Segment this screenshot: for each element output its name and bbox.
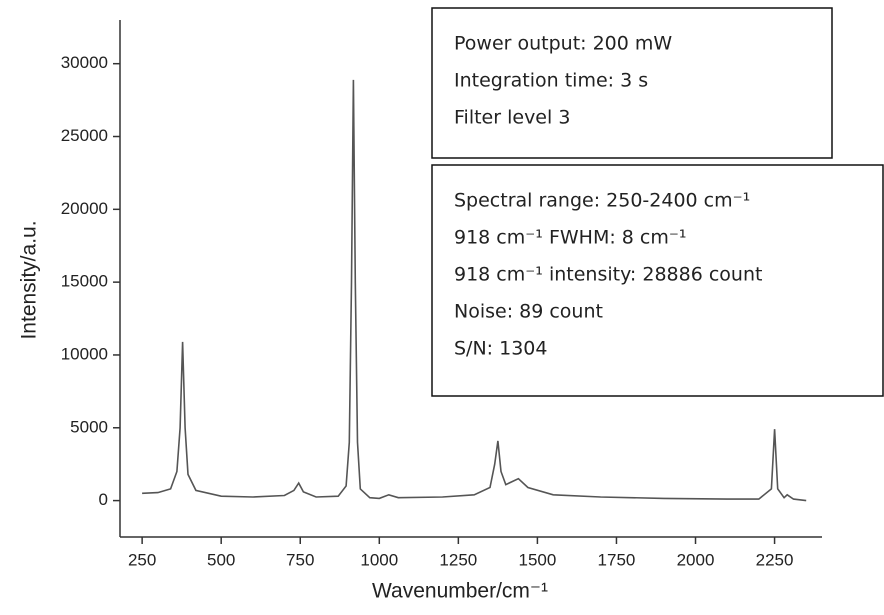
spectrum-line	[142, 79, 807, 502]
annotation-text: Integration time: 3 s	[454, 70, 648, 92]
x-tick-label: 750	[286, 550, 314, 569]
y-tick-label: 5000	[70, 417, 108, 436]
y-tick-label: 25000	[61, 126, 108, 145]
x-tick-label: 250	[128, 550, 156, 569]
annotation-text: 918 cm⁻¹ intensity: 28886 count	[454, 264, 762, 286]
annotation-text: Filter level 3	[454, 107, 570, 129]
y-tick-label: 20000	[61, 199, 108, 218]
x-tick-label: 2000	[677, 550, 715, 569]
x-tick-label: 500	[207, 550, 235, 569]
y-tick-label: 15000	[61, 272, 108, 291]
x-tick-label: 1750	[598, 550, 636, 569]
y-axis-label: Intensity/a.u.	[18, 220, 41, 339]
y-tick-label: 10000	[61, 344, 108, 363]
x-tick-label: 2250	[756, 550, 794, 569]
annotation-text: Noise: 89 count	[454, 301, 603, 323]
y-tick-label: 0	[99, 490, 108, 509]
annotation-text: Power output: 200 mW	[454, 33, 672, 55]
annotation-text: Spectral range: 250-2400 cm⁻¹	[454, 190, 750, 212]
annotation-text: S/N: 1304	[454, 338, 547, 360]
x-tick-label: 1250	[439, 550, 477, 569]
x-tick-label: 1000	[360, 550, 398, 569]
annotation-text: 918 cm⁻¹ FWHM: 8 cm⁻¹	[454, 227, 687, 249]
annotation-box	[431, 164, 884, 397]
y-tick-label: 30000	[61, 53, 108, 72]
x-tick-label: 1500	[518, 550, 556, 569]
annotation-box	[431, 7, 833, 159]
x-axis-label: Wavenumber/cm⁻¹	[372, 580, 548, 603]
